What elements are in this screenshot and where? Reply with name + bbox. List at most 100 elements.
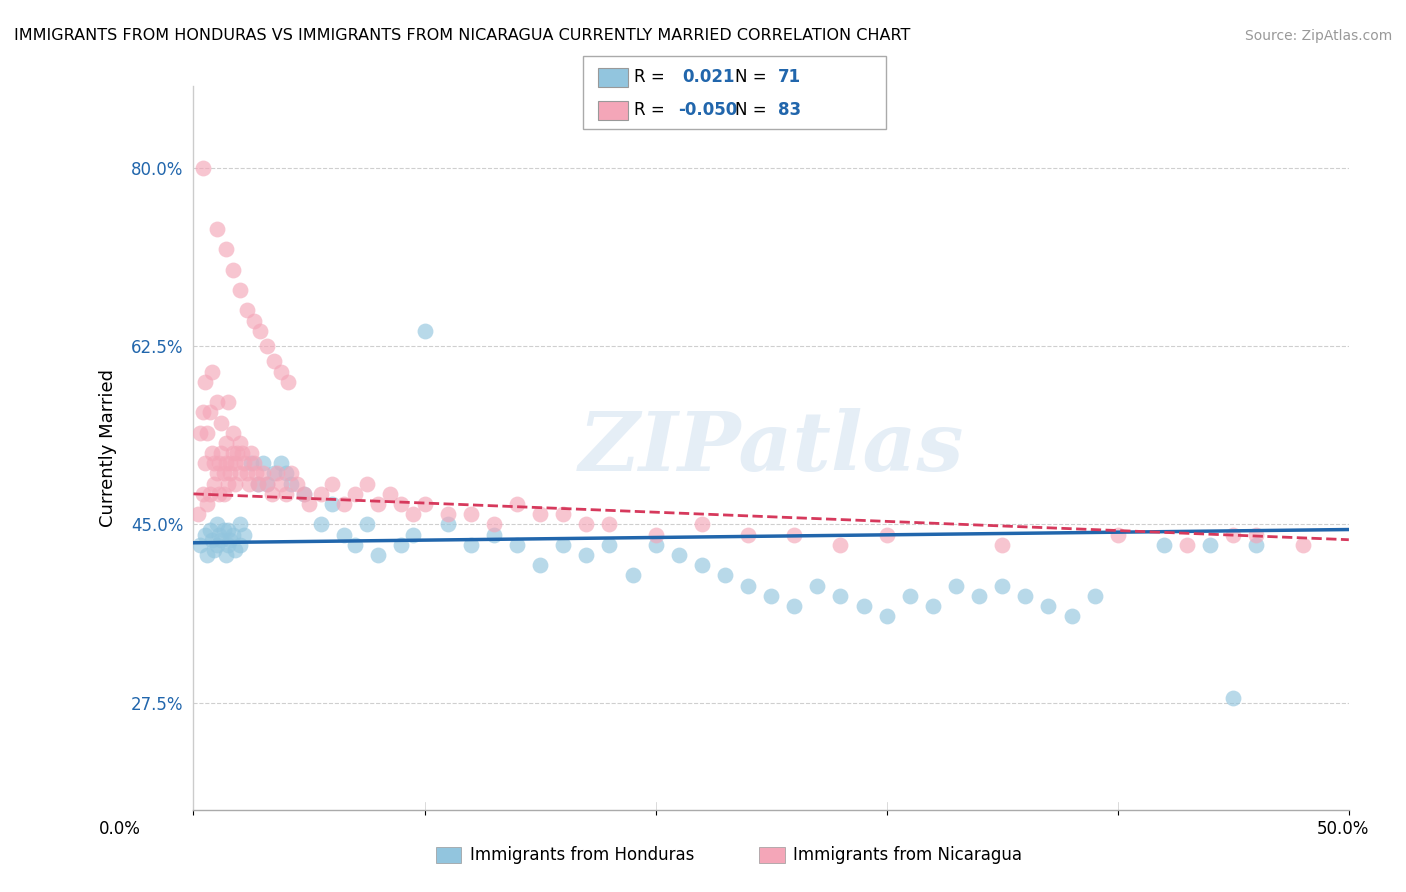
Point — [737, 527, 759, 541]
Point — [198, 487, 221, 501]
Text: ZIPatlas: ZIPatlas — [578, 408, 965, 488]
Point — [195, 497, 218, 511]
Point — [205, 222, 228, 236]
Point — [217, 395, 239, 409]
Point — [274, 467, 297, 481]
Y-axis label: Currently Married: Currently Married — [100, 369, 117, 527]
Point — [830, 538, 852, 552]
Point — [195, 548, 218, 562]
Point — [277, 375, 299, 389]
Point — [222, 425, 245, 440]
Point — [280, 467, 302, 481]
Point — [852, 599, 875, 613]
Point — [1175, 538, 1198, 552]
Point — [222, 527, 245, 541]
Point — [228, 517, 250, 532]
Point — [191, 487, 214, 501]
Point — [195, 425, 218, 440]
Point — [644, 538, 666, 552]
Point — [876, 609, 898, 624]
Point — [198, 405, 221, 419]
Point — [224, 456, 246, 470]
Point — [215, 456, 238, 470]
Point — [391, 497, 413, 511]
Point — [247, 476, 270, 491]
Point — [356, 476, 378, 491]
Point — [575, 517, 598, 532]
Point — [413, 324, 436, 338]
Point — [506, 497, 529, 511]
Text: 0.021: 0.021 — [682, 68, 734, 87]
Point — [287, 476, 309, 491]
Point — [217, 538, 239, 552]
Point — [235, 303, 257, 318]
Point — [876, 527, 898, 541]
Point — [898, 589, 921, 603]
Point — [460, 538, 482, 552]
Point — [830, 589, 852, 603]
Point — [247, 476, 270, 491]
Point — [402, 527, 425, 541]
Point — [991, 578, 1014, 592]
Point — [1038, 599, 1060, 613]
Point — [228, 467, 250, 481]
Point — [205, 467, 228, 481]
Text: Immigrants from Nicaragua: Immigrants from Nicaragua — [793, 846, 1022, 863]
Point — [187, 508, 209, 522]
Point — [198, 523, 221, 537]
Point — [240, 446, 263, 460]
Point — [256, 339, 278, 353]
Text: -0.050: -0.050 — [678, 101, 737, 120]
Point — [242, 314, 264, 328]
Point — [991, 538, 1014, 552]
Point — [356, 517, 378, 532]
Point — [235, 467, 257, 481]
Point — [202, 476, 225, 491]
Point — [256, 476, 278, 491]
Point — [783, 527, 806, 541]
Text: IMMIGRANTS FROM HONDURAS VS IMMIGRANTS FROM NICARAGUA CURRENTLY MARRIED CORRELAT: IMMIGRANTS FROM HONDURAS VS IMMIGRANTS F… — [14, 29, 911, 43]
Point — [1107, 527, 1129, 541]
Point — [212, 467, 235, 481]
Point — [367, 548, 389, 562]
Text: 0.0%: 0.0% — [98, 820, 141, 838]
Point — [1246, 538, 1268, 552]
Point — [378, 487, 401, 501]
Point — [219, 533, 242, 547]
Point — [228, 283, 250, 297]
Point — [1084, 589, 1107, 603]
Point — [1222, 527, 1244, 541]
Point — [506, 538, 529, 552]
Point — [222, 446, 245, 460]
Point — [598, 538, 620, 552]
Text: N =: N = — [735, 101, 766, 120]
Point — [245, 467, 267, 481]
Point — [402, 508, 425, 522]
Point — [482, 517, 505, 532]
Point — [292, 487, 315, 501]
Point — [737, 578, 759, 592]
Point — [668, 548, 690, 562]
Point — [212, 487, 235, 501]
Point — [194, 456, 217, 470]
Point — [217, 476, 239, 491]
Point — [256, 476, 278, 491]
Point — [263, 354, 285, 368]
Point — [242, 456, 264, 470]
Point — [238, 476, 260, 491]
Point — [332, 527, 354, 541]
Point — [344, 487, 367, 501]
Text: R =: R = — [634, 68, 665, 87]
Point — [391, 538, 413, 552]
Point — [575, 548, 598, 562]
Point — [233, 456, 256, 470]
Point — [1153, 538, 1175, 552]
Point — [252, 456, 274, 470]
Point — [1291, 538, 1313, 552]
Point — [201, 533, 224, 547]
Point — [190, 425, 212, 440]
Text: N =: N = — [735, 68, 766, 87]
Point — [219, 467, 242, 481]
Text: 71: 71 — [778, 68, 800, 87]
Point — [201, 446, 224, 460]
